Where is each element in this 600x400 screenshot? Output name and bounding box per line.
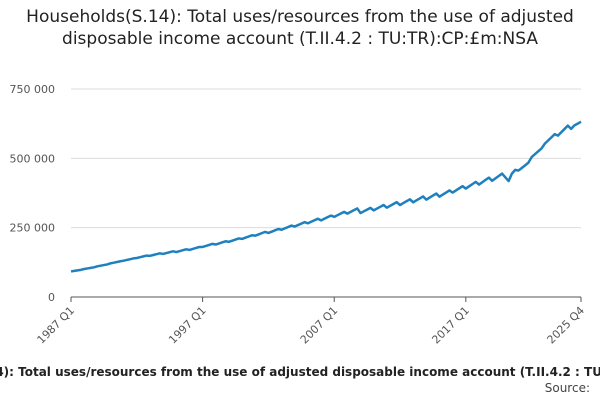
line <box>70 120 582 273</box>
x-tick-label: 2025 Q4 <box>545 304 588 347</box>
chart-title: Households(S.14): Total uses/resources f… <box>26 7 574 49</box>
source: Source: <box>545 381 590 395</box>
x-tick-label: 2017 Q1 <box>429 304 472 347</box>
x-tick-label: 1987 Q1 <box>35 304 78 347</box>
x-tick-label: 1997 Q1 <box>166 304 209 347</box>
x-tick-label: 2007 Q1 <box>298 304 341 347</box>
y-tick-label: 250 000 <box>10 222 56 235</box>
y-tick-label: 750 000 <box>10 83 56 96</box>
y-tick-label: 0 <box>48 291 55 304</box>
y-tick-label: 500 000 <box>10 152 56 165</box>
legend-label: Households(S.14): Total uses/resources f… <box>0 365 600 379</box>
